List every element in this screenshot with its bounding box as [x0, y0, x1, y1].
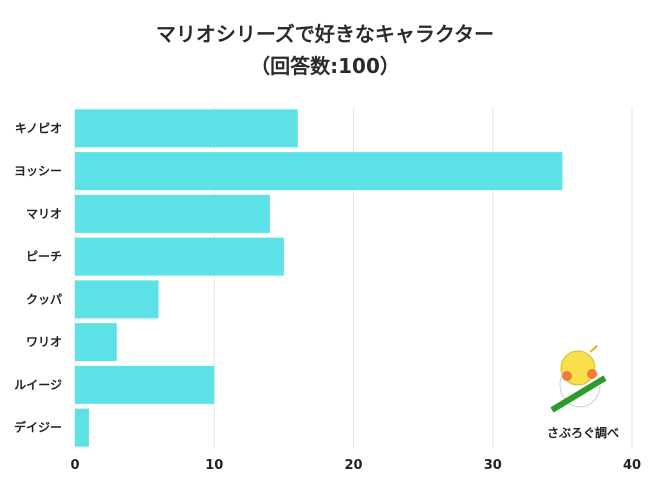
- x-tick-label: 40: [623, 458, 641, 473]
- pencil-icon: [550, 375, 607, 413]
- bird-icon: [550, 345, 607, 413]
- logo-text: さぶろぐ調べ: [546, 426, 619, 440]
- y-category-label: クッパ: [26, 292, 62, 306]
- y-category-label: デイジー: [14, 420, 62, 435]
- bar: [75, 237, 284, 276]
- y-category-label: マリオ: [26, 207, 62, 221]
- x-tick-label: 0: [70, 458, 79, 473]
- y-category-label: ルイージ: [14, 378, 62, 392]
- x-tick-label: 20: [344, 458, 362, 473]
- y-category-label: キノピオ: [15, 121, 62, 135]
- bar: [75, 365, 215, 404]
- y-category-label: ヨッシー: [14, 164, 62, 178]
- bar: [75, 323, 117, 362]
- chart-title: マリオシリーズで好きなキャラクター: [155, 22, 495, 46]
- bar: [75, 152, 563, 191]
- y-category-label: ワリオ: [26, 335, 62, 349]
- bar: [75, 109, 298, 148]
- bar: [75, 408, 89, 447]
- bar: [75, 194, 270, 233]
- bar: [75, 280, 159, 319]
- y-category-label: ピーチ: [26, 250, 62, 264]
- x-tick-label: 30: [484, 458, 502, 473]
- chart-subtitle: （回答数:100）: [250, 54, 400, 78]
- x-tick-label: 10: [205, 458, 223, 473]
